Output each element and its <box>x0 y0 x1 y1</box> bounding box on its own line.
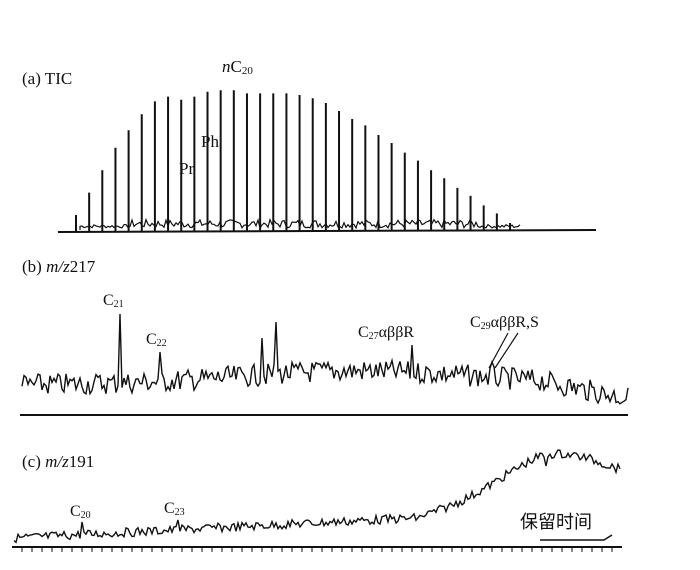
c29-pointer-1 <box>488 332 509 369</box>
panel-b: (b) m/z217 C21 C22 C27αββR C29αββR,S <box>20 257 629 416</box>
panel-a: (a) TIC nC20 Pr Ph <box>22 57 597 233</box>
panel-c: (c) m/z191 C20 C23 保留时间 <box>12 449 622 552</box>
panel-c-label: (c) m/z191 <box>22 452 94 471</box>
c22-label: C22 <box>146 331 167 349</box>
c29-label: C29αββR,S <box>470 314 539 332</box>
nc20-annotation: nC20 <box>222 57 253 77</box>
panel-a-label: (a) TIC <box>22 69 72 88</box>
retention-time-label: 保留时间 <box>520 512 592 533</box>
retention-time-arrow <box>540 534 613 541</box>
tic-peaks <box>75 90 511 231</box>
c29-pointer-2 <box>494 332 519 369</box>
c23-label: C23 <box>164 500 185 518</box>
mz217-trace <box>21 313 629 405</box>
c21-label: C21 <box>103 292 124 310</box>
mz191-trace <box>13 449 621 544</box>
pr-annotation: Pr <box>179 159 194 178</box>
ph-annotation: Ph <box>201 132 219 151</box>
mz191-axis-ticks <box>21 547 613 552</box>
tic-baseline <box>57 229 597 233</box>
c27-label: C27αββR <box>358 324 414 342</box>
panel-b-label: (b) m/z217 <box>22 257 96 276</box>
c20-label: C20 <box>70 503 91 521</box>
